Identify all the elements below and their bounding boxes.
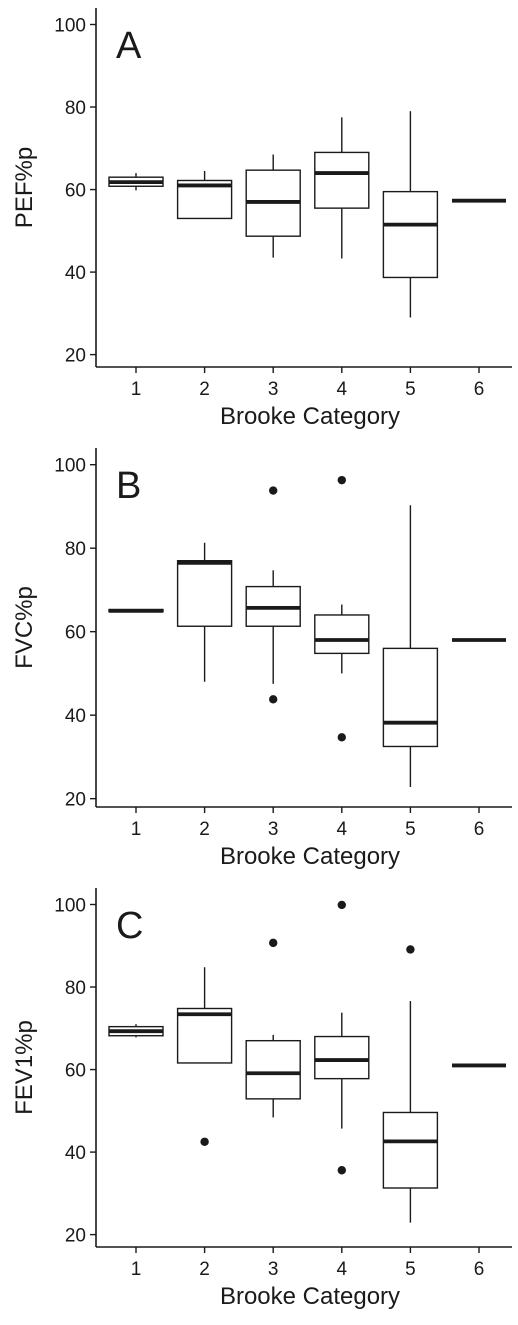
outlier-point	[269, 695, 278, 704]
x-tick-label: 5	[405, 379, 416, 400]
panel-label: A	[116, 25, 142, 67]
box-category-5	[382, 505, 439, 787]
iqr-box	[382, 1111, 439, 1189]
x-tick-label: 5	[405, 819, 416, 840]
x-tick-label: 6	[474, 379, 485, 400]
x-tick-label: 2	[199, 379, 210, 400]
y-tick-label: 40	[65, 263, 86, 284]
outlier-point	[200, 1137, 209, 1146]
iqr-box	[314, 1035, 370, 1080]
y-tick-label: 40	[65, 1143, 86, 1164]
box-category-4	[314, 900, 370, 1175]
x-tick-label: 3	[268, 1259, 279, 1280]
x-tick-label: 3	[268, 379, 279, 400]
x-tick-label: 2	[199, 819, 210, 840]
y-tick-label: 80	[65, 978, 86, 999]
y-axis-title: FVC%p	[11, 586, 38, 669]
panel-label: B	[116, 465, 141, 507]
outlier-point	[337, 900, 346, 910]
iqr-box	[314, 614, 370, 655]
iqr-box	[176, 560, 233, 627]
boxplot-chart-c: 20 40 60 80 100 1 2 3 4 5 6 Brooke Category FEV1%p C	[11, 888, 512, 1310]
iqr-box	[382, 190, 439, 279]
y-tick-label: 60	[65, 1061, 86, 1082]
x-tick-label: 6	[474, 819, 485, 840]
x-tick-label: 1	[131, 819, 142, 840]
outlier-point	[269, 938, 278, 948]
boxplot-chart-a: 20 40 60 80 100 1 2 3 4 5 6 Brooke Category PEF%p A	[11, 8, 512, 430]
outlier-point	[269, 486, 278, 495]
y-tick-label: 40	[65, 706, 86, 727]
x-tick-label: 1	[131, 1259, 142, 1280]
y-tick-label: 20	[65, 1226, 86, 1247]
box-category-2	[176, 542, 233, 682]
iqr-box	[314, 151, 370, 209]
y-tick-label: 20	[65, 790, 86, 811]
y-tick-label: 80	[65, 98, 86, 119]
box-category-5	[382, 945, 439, 1223]
outlier-point	[337, 475, 346, 485]
box-category-3	[245, 154, 301, 258]
x-tick-label: 3	[268, 819, 279, 840]
y-axis-title: FEV1%p	[11, 1020, 38, 1115]
y-tick-label: 20	[65, 346, 86, 367]
x-tick-label: 4	[337, 819, 348, 840]
x-tick-label: 2	[199, 1259, 210, 1280]
box-category-4	[314, 117, 370, 259]
panel-label: C	[116, 905, 143, 947]
y-axis-title: PEF%p	[11, 147, 38, 228]
x-axis-title: Brooke Category	[220, 1283, 400, 1310]
outlier-point	[406, 945, 415, 954]
outlier-point	[337, 733, 346, 742]
box-category-1	[108, 1024, 164, 1038]
x-tick-label: 6	[474, 1259, 485, 1280]
outlier-point	[337, 1166, 346, 1175]
y-tick-label: 100	[54, 16, 86, 37]
x-tick-label: 5	[405, 1259, 416, 1280]
panel-a: 20 40 60 80 100 1 2 3 4 5 6 Brooke Category PEF%p A	[0, 0, 518, 440]
panel-b: 20 40 60 80 100 1 2 3 4 5 6 Brooke Category FVC%p B	[0, 440, 518, 880]
x-axis-title: Brooke Category	[220, 403, 400, 430]
y-tick-label: 60	[65, 181, 86, 202]
iqr-box	[176, 1007, 233, 1064]
box-category-5	[382, 111, 439, 318]
iqr-box	[245, 1039, 301, 1100]
y-tick-label: 60	[65, 623, 86, 644]
box-category-3	[245, 486, 301, 704]
box-category-2	[176, 967, 233, 1146]
panel-c: 20 40 60 80 100 1 2 3 4 5 6 Brooke Category FEV1%p C	[0, 880, 518, 1320]
x-tick-label: 4	[337, 1259, 348, 1280]
x-tick-label: 4	[337, 379, 348, 400]
iqr-box	[382, 647, 439, 748]
boxplot-chart-b: 20 40 60 80 100 1 2 3 4 5 6 Brooke Category FVC%p B	[11, 448, 512, 870]
y-tick-label: 100	[54, 896, 86, 917]
box-category-3	[245, 938, 301, 1118]
box-category-1	[108, 173, 164, 191]
y-tick-label: 100	[54, 456, 86, 477]
box-category-1	[108, 608, 164, 613]
y-tick-label: 80	[65, 539, 86, 560]
x-axis-title: Brooke Category	[220, 843, 400, 870]
box-category-2	[176, 170, 233, 220]
x-tick-label: 1	[131, 379, 142, 400]
box-category-4	[314, 475, 370, 742]
